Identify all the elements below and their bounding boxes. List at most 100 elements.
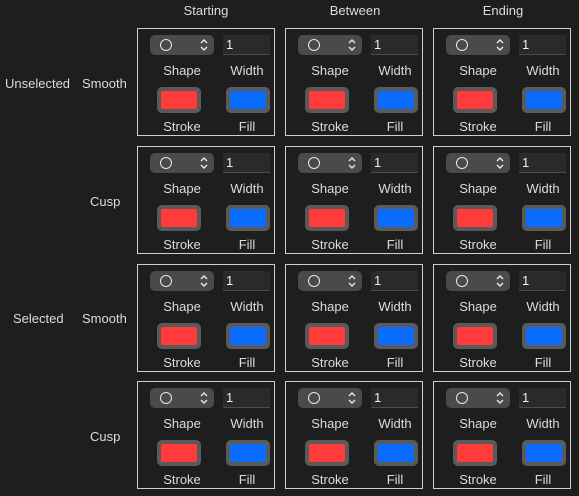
stroke-color-well[interactable] (157, 205, 201, 231)
stroke-color-swatch (309, 209, 345, 227)
fill-color-well[interactable] (374, 323, 418, 349)
fill-color-well[interactable] (522, 323, 566, 349)
stroke-color-well[interactable] (305, 323, 349, 349)
circle-icon (456, 157, 468, 169)
fill-color-swatch (526, 209, 562, 227)
stroke-color-well[interactable] (157, 440, 201, 466)
chevron-updown-icon (200, 157, 208, 169)
circle-icon (308, 275, 320, 287)
chevron-updown-icon (496, 392, 504, 404)
width-input[interactable]: 1 (371, 35, 418, 55)
stroke-label: Stroke (163, 472, 201, 487)
fill-label: Fill (386, 237, 404, 252)
shape-label: Shape (459, 416, 497, 431)
shape-label: Shape (311, 416, 349, 431)
fill-color-well[interactable] (522, 205, 566, 231)
circle-icon (456, 275, 468, 287)
stroke-color-well[interactable] (453, 323, 497, 349)
width-input[interactable]: 1 (519, 35, 566, 55)
stroke-color-swatch (309, 444, 345, 462)
style-cell: 1 Shape Width Stroke Fill (137, 146, 275, 254)
fill-color-well[interactable] (226, 87, 270, 113)
fill-color-well[interactable] (522, 87, 566, 113)
circle-icon (308, 392, 320, 404)
fill-color-well[interactable] (374, 87, 418, 113)
circle-icon (308, 157, 320, 169)
stroke-color-swatch (457, 327, 493, 345)
chevron-updown-icon (348, 157, 356, 169)
width-input[interactable]: 1 (371, 271, 418, 291)
fill-color-swatch (230, 444, 266, 462)
fill-label: Fill (386, 119, 404, 134)
width-input[interactable]: 1 (223, 271, 270, 291)
column-header-ending: Ending (482, 3, 524, 18)
stroke-color-well[interactable] (305, 205, 349, 231)
fill-label: Fill (386, 472, 404, 487)
fill-color-swatch (230, 91, 266, 109)
width-label: Width (378, 63, 412, 78)
shape-select[interactable] (446, 388, 510, 408)
shape-select[interactable] (446, 271, 510, 291)
fill-color-well[interactable] (226, 440, 270, 466)
fill-label: Fill (534, 237, 552, 252)
shape-select[interactable] (446, 35, 510, 55)
chevron-updown-icon (496, 39, 504, 51)
stroke-color-swatch (309, 91, 345, 109)
stroke-label: Stroke (311, 355, 349, 370)
stroke-color-well[interactable] (453, 440, 497, 466)
chevron-updown-icon (348, 275, 356, 287)
stroke-color-swatch (161, 327, 197, 345)
stroke-color-well[interactable] (305, 440, 349, 466)
stroke-label: Stroke (163, 355, 201, 370)
chevron-updown-icon (496, 157, 504, 169)
shape-select[interactable] (298, 271, 362, 291)
fill-color-well[interactable] (226, 205, 270, 231)
width-input[interactable]: 1 (519, 153, 566, 173)
shape-select[interactable] (150, 388, 214, 408)
width-input[interactable]: 1 (519, 271, 566, 291)
shape-label: Shape (163, 63, 201, 78)
fill-label: Fill (534, 119, 552, 134)
stroke-color-swatch (457, 91, 493, 109)
width-input[interactable]: 1 (223, 35, 270, 55)
width-input[interactable]: 1 (371, 153, 418, 173)
width-input[interactable]: 1 (371, 388, 418, 408)
fill-color-well[interactable] (226, 323, 270, 349)
width-input[interactable]: 1 (223, 153, 270, 173)
stroke-color-well[interactable] (157, 323, 201, 349)
fill-color-swatch (378, 91, 414, 109)
fill-color-well[interactable] (522, 440, 566, 466)
shape-select[interactable] (298, 35, 362, 55)
shape-select[interactable] (298, 153, 362, 173)
stroke-color-well[interactable] (305, 87, 349, 113)
circle-icon (456, 39, 468, 51)
chevron-updown-icon (200, 39, 208, 51)
stroke-color-well[interactable] (453, 87, 497, 113)
shape-select[interactable] (298, 388, 362, 408)
shape-label: Shape (459, 63, 497, 78)
row-label-selected-smooth: Smooth (82, 311, 127, 326)
width-label: Width (378, 299, 412, 314)
style-cell: 1 Shape Width Stroke Fill (285, 28, 423, 136)
stroke-color-well[interactable] (453, 205, 497, 231)
width-input[interactable]: 1 (223, 388, 270, 408)
shape-label: Shape (163, 181, 201, 196)
shape-label: Shape (163, 416, 201, 431)
stroke-color-swatch (161, 209, 197, 227)
style-cell: 1 Shape Width Stroke Fill (137, 28, 275, 136)
shape-label: Shape (311, 63, 349, 78)
stroke-color-well[interactable] (157, 87, 201, 113)
shape-select[interactable] (150, 271, 214, 291)
shape-select[interactable] (446, 153, 510, 173)
fill-label: Fill (238, 472, 256, 487)
shape-label: Shape (459, 181, 497, 196)
fill-color-well[interactable] (374, 440, 418, 466)
circle-icon (308, 39, 320, 51)
shape-select[interactable] (150, 153, 214, 173)
stroke-label: Stroke (163, 119, 201, 134)
shape-select[interactable] (150, 35, 214, 55)
fill-color-well[interactable] (374, 205, 418, 231)
stroke-color-swatch (309, 327, 345, 345)
width-label: Width (526, 181, 560, 196)
width-input[interactable]: 1 (519, 388, 566, 408)
